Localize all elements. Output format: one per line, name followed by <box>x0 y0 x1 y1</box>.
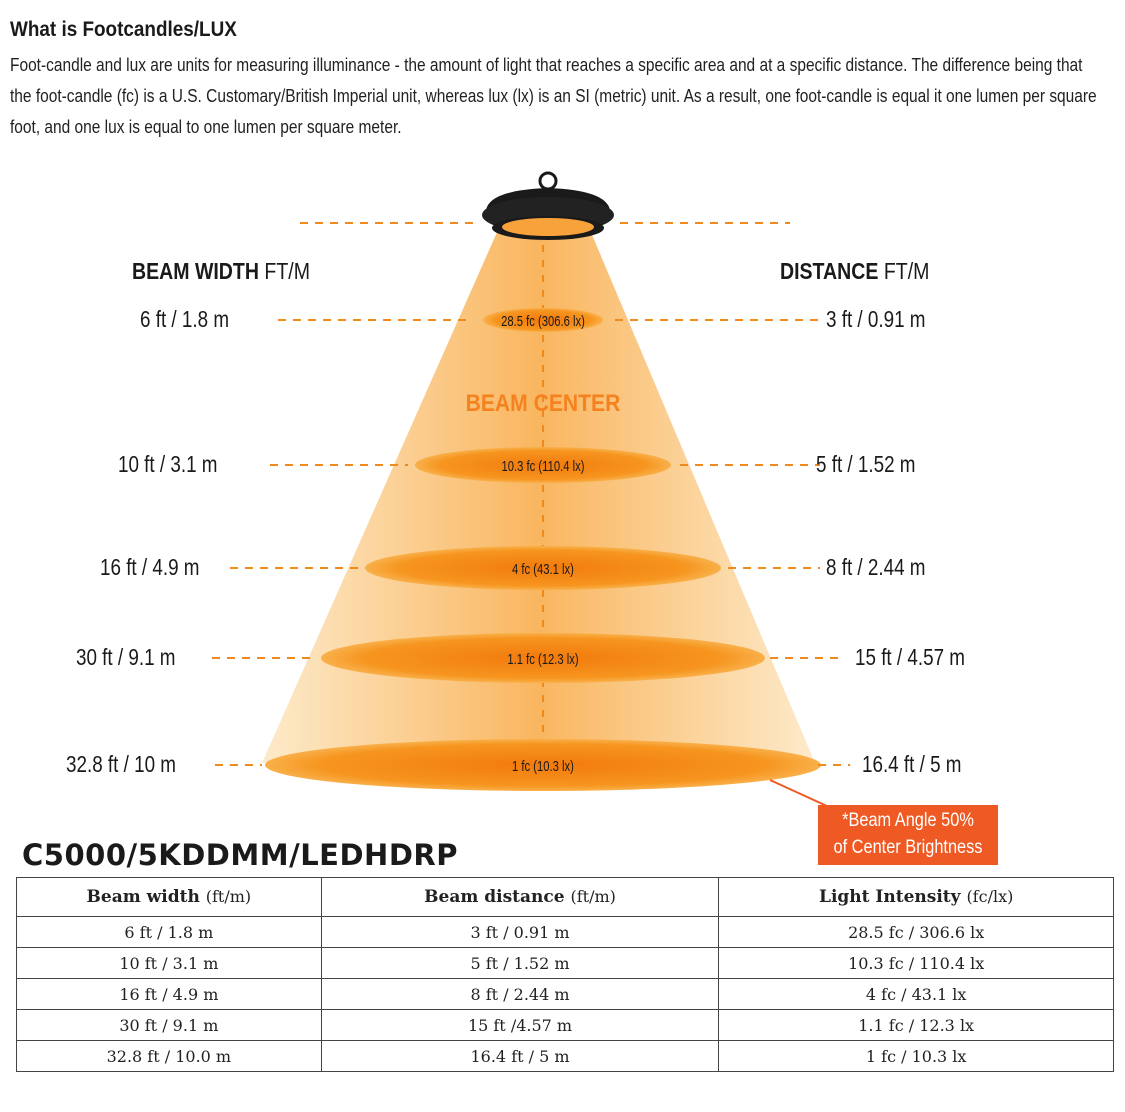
beam-width-label: 30 ft / 9.1 m <box>76 645 176 670</box>
header-beam-width: Beam width (ft/m) <box>16 877 322 917</box>
table-cell: 32.8 ft / 10.0 m <box>16 1040 322 1072</box>
table-cell: 1.1 fc / 12.3 lx <box>718 1009 1114 1041</box>
intensity-levels: 28.5 fc (306.6 lx) 6 ft / 1.8 m 3 ft / 0.9… <box>66 307 965 791</box>
distance-label: 16.4 ft / 5 m <box>862 752 962 777</box>
intensity-ellipse <box>265 739 821 791</box>
beam-level: 1 fc (10.3 lx) 32.8 ft / 10 m 16.4 ft / 5 … <box>66 739 962 791</box>
table-cell: 10.3 fc / 110.4 lx <box>718 947 1114 979</box>
beam-level: 10.3 fc (110.4 lx) 10 ft / 3.1 m 5 ft / 1.… <box>118 447 916 483</box>
distance-header: DISTANCE FT/M <box>780 259 929 285</box>
distance-label: 5 ft / 1.52 m <box>816 452 916 477</box>
table-header-row: Beam width (ft/m) Beam distance (ft/m) L… <box>16 877 1114 917</box>
beam-center-label: BEAM CENTER <box>466 390 621 417</box>
model-number: C5000/5KDDMM/LEDHDRP <box>22 838 458 872</box>
table-cell: 15 ft /4.57 m <box>320 1009 720 1041</box>
table-cell: 10 ft / 3.1 m <box>16 947 322 979</box>
table-row: 16 ft / 4.9 m 8 ft / 2.44 m 4 fc / 43.1 … <box>16 978 1114 1010</box>
callout-line-1: *Beam Angle 50% <box>842 810 974 831</box>
beam-level: 4 fc (43.1 lx) 16 ft / 4.9 m 8 ft / 2.44 m <box>100 546 926 590</box>
table-row: 6 ft / 1.8 m 3 ft / 0.91 m 28.5 fc / 306… <box>16 916 1114 948</box>
beam-width-label: 10 ft / 3.1 m <box>118 452 218 477</box>
header-light-intensity: Light Intensity (fc/lx) <box>718 877 1114 917</box>
beam-diagram: BEAM WIDTH FT/M DISTANCE FT/M BEAM CENTE… <box>66 171 965 813</box>
table-cell: 6 ft / 1.8 m <box>16 916 322 948</box>
intensity-ellipse <box>483 308 603 332</box>
table-row: 30 ft / 9.1 m 15 ft /4.57 m 1.1 fc / 12.… <box>16 1009 1114 1041</box>
table-cell: 1 fc / 10.3 lx <box>718 1040 1114 1072</box>
intensity-label: 1 fc (10.3 lx) <box>512 757 574 774</box>
beam-width-label: 16 ft / 4.9 m <box>100 555 200 580</box>
beam-angle-callout: *Beam Angle 50% of Center Brightness <box>818 805 998 865</box>
intro-title: What is Footcandles/LUX <box>10 18 237 41</box>
distance-label: 15 ft / 4.57 m <box>855 645 965 670</box>
callout-line-2: of Center Brightness <box>833 837 983 858</box>
table-cell: 16 ft / 4.9 m <box>16 978 322 1010</box>
distance-label: 8 ft / 2.44 m <box>826 555 926 580</box>
table-cell: 8 ft / 2.44 m <box>320 978 720 1010</box>
beam-width-header: BEAM WIDTH FT/M <box>132 259 310 285</box>
table-cell: 5 ft / 1.52 m <box>320 947 720 979</box>
light-beam-cone <box>262 230 815 763</box>
table-row: 32.8 ft / 10.0 m 16.4 ft / 5 m 1 fc / 10… <box>16 1040 1114 1072</box>
intensity-label: 1.1 fc (12.3 lx) <box>507 650 578 667</box>
beam-width-label: 6 ft / 1.8 m <box>140 307 229 332</box>
table-cell: 4 fc / 43.1 lx <box>718 978 1114 1010</box>
intensity-label: 28.5 fc (306.6 lx) <box>501 312 585 329</box>
beam-level: 28.5 fc (306.6 lx) 6 ft / 1.8 m 3 ft / 0.9… <box>140 307 926 332</box>
table-cell: 28.5 fc / 306.6 lx <box>718 916 1114 948</box>
intensity-ellipse <box>415 447 671 483</box>
intensity-label: 10.3 fc (110.4 lx) <box>502 457 585 474</box>
distance-label: 3 ft / 0.91 m <box>826 307 926 332</box>
spec-table: Beam width (ft/m) Beam distance (ft/m) L… <box>16 877 1114 1072</box>
table-row: 10 ft / 3.1 m 5 ft / 1.52 m 10.3 fc / 11… <box>16 947 1114 979</box>
intensity-label: 4 fc (43.1 lx) <box>512 560 574 577</box>
intro-section: What is Footcandles/LUX Foot-candle and … <box>10 18 1110 143</box>
intensity-ellipse <box>321 633 765 683</box>
beam-width-label: 32.8 ft / 10 m <box>66 752 176 777</box>
beam-level: 1.1 fc (12.3 lx) 30 ft / 9.1 m 15 ft / 4.5… <box>76 633 965 683</box>
table-cell: 30 ft / 9.1 m <box>16 1009 322 1041</box>
header-beam-distance: Beam distance (ft/m) <box>320 877 720 917</box>
intensity-ellipse <box>365 546 721 590</box>
intro-body: Foot-candle and lux are units for measur… <box>10 55 1097 137</box>
table-cell: 3 ft / 0.91 m <box>320 916 720 948</box>
high-bay-lamp-icon <box>482 171 614 240</box>
table-cell: 16.4 ft / 5 m <box>320 1040 720 1072</box>
